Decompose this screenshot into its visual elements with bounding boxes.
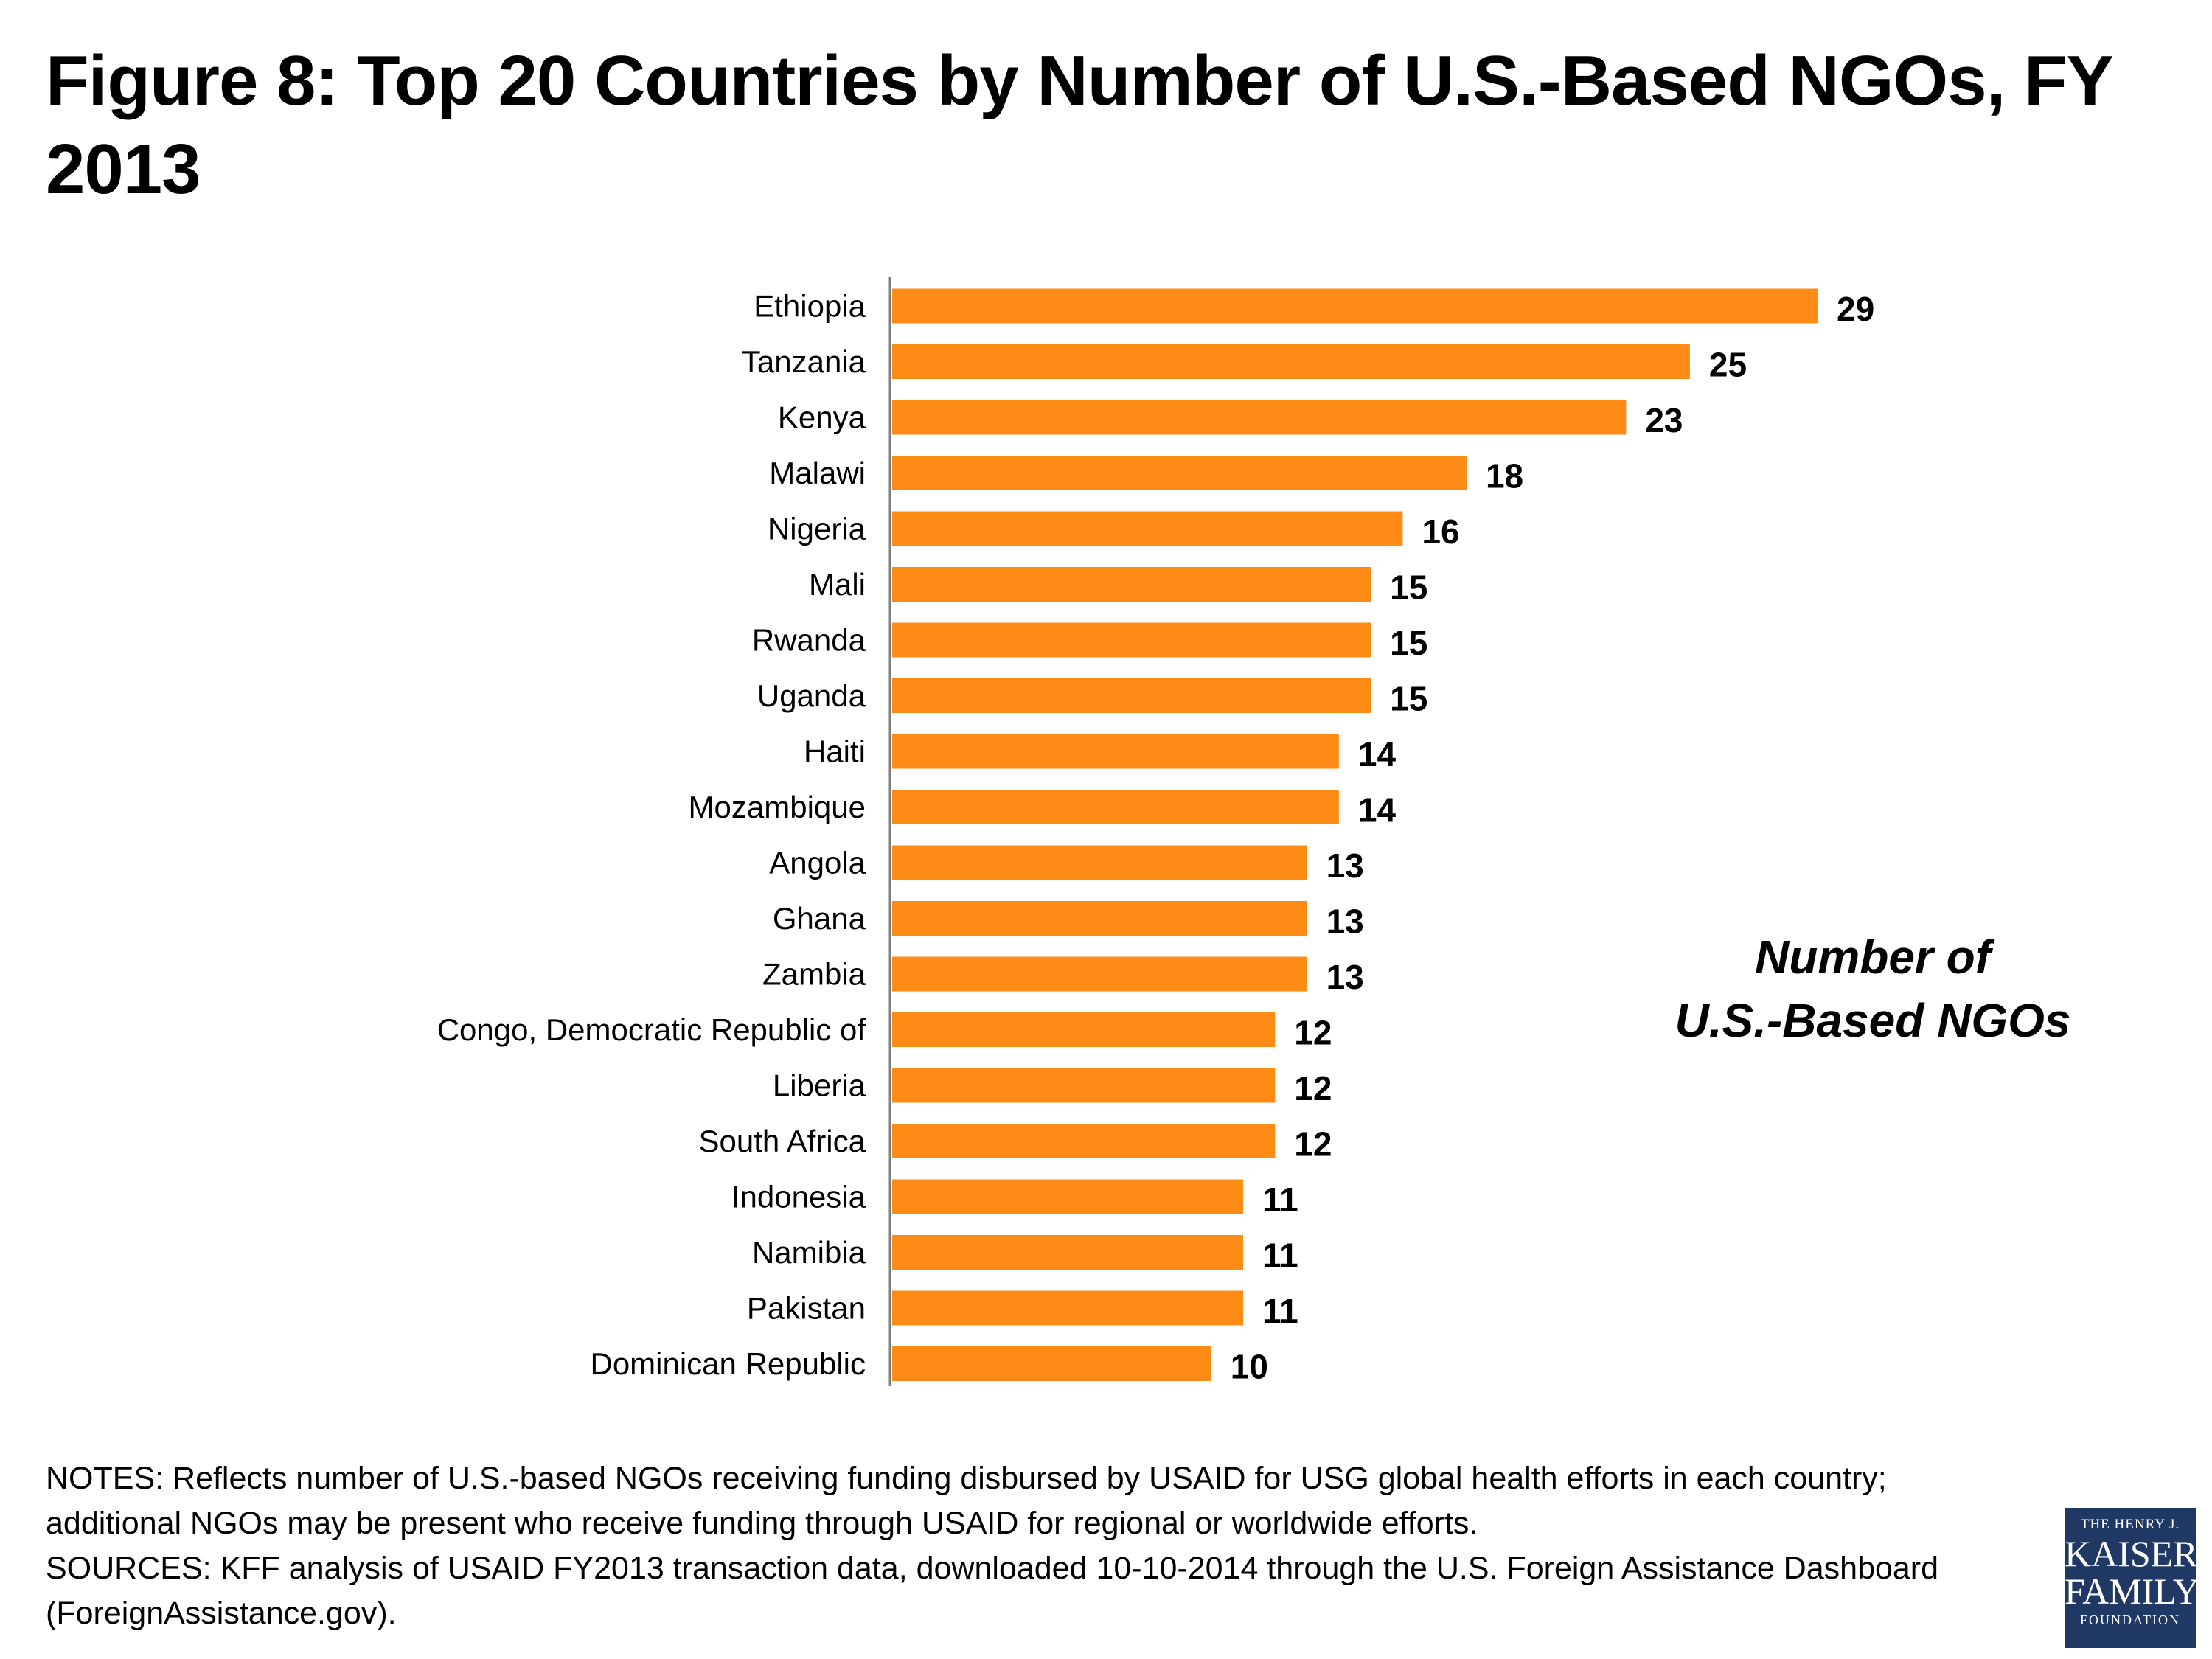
- chart-title: Figure 8: Top 20 Countries by Number of …: [46, 41, 2112, 209]
- category-label-angola: Angola: [769, 846, 866, 880]
- category-label-nigeria: Nigeria: [768, 512, 866, 546]
- data-label-rwanda: 15: [1390, 624, 1427, 662]
- category-label-zambia: Zambia: [762, 957, 866, 992]
- data-label-indonesia: 11: [1262, 1180, 1298, 1219]
- data-label-namibia: 11: [1262, 1237, 1298, 1275]
- category-label-rwanda: Rwanda: [752, 623, 866, 658]
- category-label-malawi: Malawi: [769, 456, 866, 490]
- category-label-haiti: Haiti: [804, 734, 866, 769]
- category-label-mozambique: Mozambique: [689, 790, 866, 824]
- category-label-pakistan: Pakistan: [747, 1291, 866, 1326]
- data-label-ethiopia: 29: [1837, 290, 1874, 328]
- bar-ghana: [892, 901, 1307, 936]
- logo-line-3: FAMILY: [2065, 1571, 2199, 1612]
- bar-kenya: [892, 400, 1627, 435]
- data-label-haiti: 14: [1358, 735, 1397, 773]
- bar-malawi: [892, 456, 1467, 490]
- bar-namibia: [892, 1235, 1244, 1270]
- bar-angola: [892, 845, 1307, 880]
- notes-block: NOTES: Reflects number of U.S.-based NGO…: [46, 1456, 2037, 1636]
- data-label-malawi: 18: [1486, 457, 1523, 495]
- data-label-south-africa: 12: [1294, 1125, 1332, 1164]
- category-label-mali: Mali: [809, 567, 866, 602]
- data-label-liberia: 12: [1294, 1069, 1332, 1107]
- logo-line-2: KAISER: [2065, 1533, 2198, 1574]
- kff-logo: THE HENRY J. KAISER FAMILY FOUNDATION: [2065, 1508, 2199, 1648]
- data-label-pakistan: 11: [1262, 1292, 1298, 1330]
- data-label-mali: 15: [1390, 568, 1427, 607]
- category-label-dominican-republic: Dominican Republic: [590, 1346, 866, 1381]
- category-label-uganda: Uganda: [757, 678, 866, 713]
- notes-line-1: NOTES: Reflects number of U.S.-based NGO…: [46, 1461, 1887, 1496]
- data-labels-layer: 29 25 23 18 16 15 15 15 14 14 13 13 13 12 12 12 11 11 11 10: [1231, 290, 1874, 1386]
- data-label-nigeria: 16: [1422, 512, 1459, 551]
- bar-dominican-republic: [892, 1346, 1211, 1381]
- category-label-liberia: Liberia: [773, 1068, 866, 1103]
- bar-rwanda: [892, 622, 1371, 658]
- notes-line-2: additional NGOs may be present who recei…: [46, 1506, 1478, 1541]
- category-label-namibia: Namibia: [752, 1235, 866, 1270]
- data-label-congo-democratic-republic-of: 12: [1294, 1014, 1332, 1052]
- bar-uganda: [892, 678, 1371, 713]
- category-label-congo-democratic-republic-of: Congo, Democratic Republic of: [437, 1012, 866, 1047]
- bars-layer: [892, 288, 1818, 1381]
- bar-ethiopia: [892, 288, 1818, 324]
- bar-liberia: [892, 1068, 1276, 1103]
- bar-indonesia: [892, 1179, 1244, 1214]
- bar-nigeria: [892, 511, 1403, 546]
- category-label-kenya: Kenya: [778, 400, 866, 435]
- data-label-angola: 13: [1326, 846, 1364, 885]
- category-label-tanzania: Tanzania: [742, 344, 866, 379]
- bar-mozambique: [892, 790, 1339, 824]
- series-label-line-2: U.S.-Based NGOs: [1674, 994, 2071, 1047]
- bar-mali: [892, 567, 1371, 602]
- data-label-mozambique: 14: [1358, 791, 1397, 830]
- data-label-dominican-republic: 10: [1231, 1348, 1268, 1386]
- sources-line-2: (ForeignAssistance.gov).: [46, 1596, 397, 1631]
- data-label-kenya: 23: [1645, 401, 1683, 439]
- series-label: Number of U.S.-Based NGOs: [1600, 925, 2146, 1052]
- series-label-line-1: Number of: [1755, 931, 1991, 984]
- category-labels-layer: Ethiopia Tanzania Kenya Malawi Nigeria Mali Rw…: [437, 289, 866, 1382]
- bar-pakistan: [892, 1290, 1244, 1326]
- sources-line-1: SOURCES: KFF analysis of USAID FY2013 tr…: [46, 1551, 1939, 1586]
- category-label-ethiopia: Ethiopia: [754, 289, 866, 324]
- bar-congo-democratic-republic-of: [892, 1012, 1276, 1047]
- logo-line-4: FOUNDATION: [2080, 1613, 2180, 1627]
- category-label-ghana: Ghana: [773, 901, 866, 936]
- category-label-indonesia: Indonesia: [731, 1180, 866, 1214]
- data-label-ghana: 13: [1326, 902, 1364, 941]
- bar-zambia: [892, 956, 1307, 992]
- bar-haiti: [892, 734, 1339, 769]
- category-label-south-africa: South Africa: [699, 1124, 866, 1158]
- data-label-tanzania: 25: [1709, 346, 1747, 384]
- logo-line-1: THE HENRY J.: [2080, 1517, 2180, 1532]
- data-label-zambia: 13: [1326, 958, 1364, 996]
- bar-tanzania: [892, 344, 1690, 379]
- data-label-uganda: 15: [1390, 680, 1427, 718]
- bar-south-africa: [892, 1124, 1276, 1158]
